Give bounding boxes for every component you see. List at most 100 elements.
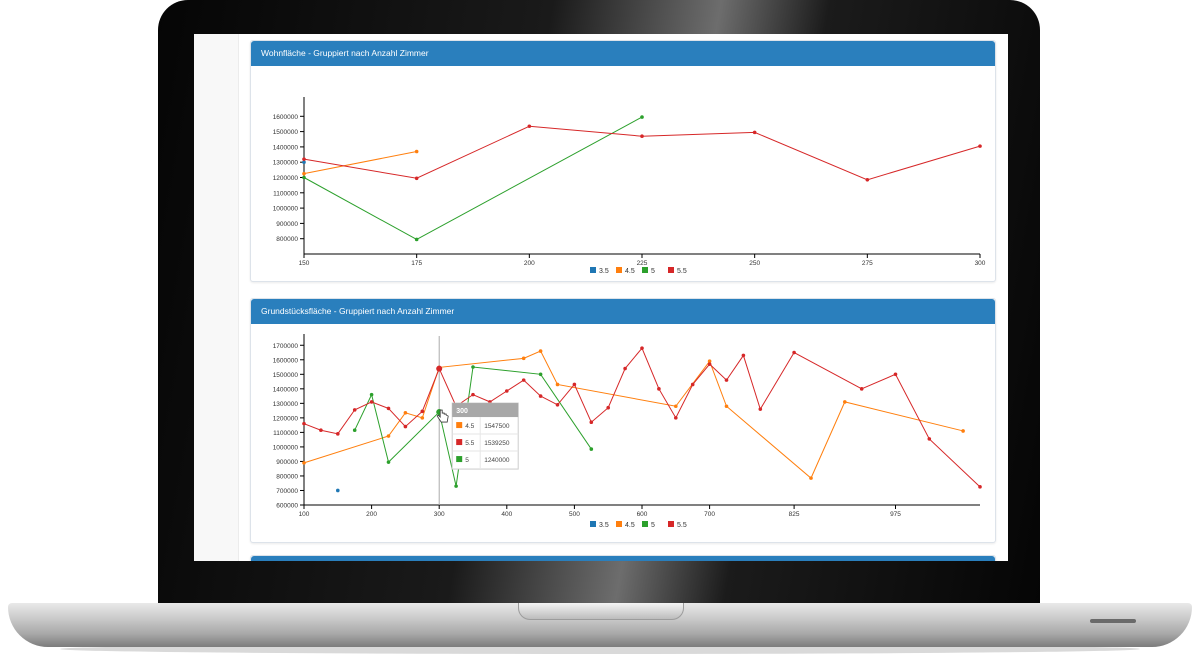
data-point[interactable] xyxy=(555,382,560,387)
data-point[interactable] xyxy=(707,359,712,364)
data-point[interactable] xyxy=(707,362,712,366)
data-point[interactable] xyxy=(690,382,695,387)
legend-label[interactable]: 5.5 xyxy=(677,268,687,275)
data-point[interactable] xyxy=(352,408,357,412)
data-point[interactable] xyxy=(893,372,898,377)
x-tick-label: 975 xyxy=(890,511,901,518)
data-point[interactable] xyxy=(302,175,306,180)
data-point[interactable] xyxy=(454,484,458,488)
data-point[interactable] xyxy=(572,382,577,387)
legend-label[interactable]: 3.5 xyxy=(599,268,609,275)
data-point[interactable] xyxy=(555,403,560,407)
data-point[interactable] xyxy=(302,171,306,176)
legend-swatch[interactable] xyxy=(668,521,674,527)
data-point[interactable] xyxy=(302,160,306,164)
data-point[interactable] xyxy=(403,410,408,415)
data-point[interactable] xyxy=(640,115,644,119)
data-point[interactable] xyxy=(978,485,982,489)
data-point[interactable] xyxy=(657,387,661,391)
data-point[interactable] xyxy=(640,346,644,350)
data-point[interactable] xyxy=(538,372,543,377)
data-point[interactable] xyxy=(302,157,306,161)
x-tick-label: 825 xyxy=(789,511,800,518)
y-tick-label: 1000000 xyxy=(273,206,299,213)
y-tick-label: 1000000 xyxy=(273,444,299,451)
data-point[interactable] xyxy=(674,416,678,420)
data-point[interactable] xyxy=(859,387,864,391)
data-point[interactable] xyxy=(538,349,543,353)
y-tick-label: 900000 xyxy=(276,459,298,466)
y-tick-label: 700000 xyxy=(276,488,298,495)
data-point[interactable] xyxy=(640,134,644,138)
chart-tooltip: 300 4.5 1547500 5.5 1539250 5 1240000 xyxy=(451,402,519,470)
legend-swatch[interactable] xyxy=(642,521,648,527)
data-point[interactable] xyxy=(414,237,419,242)
legend-swatch[interactable] xyxy=(642,267,648,273)
x-tick-label: 100 xyxy=(299,511,310,518)
legend-label[interactable]: 4.5 xyxy=(625,522,635,529)
data-point[interactable] xyxy=(623,366,627,371)
data-point[interactable] xyxy=(471,365,475,369)
legend-swatch[interactable] xyxy=(590,267,596,273)
y-tick-label: 1500000 xyxy=(273,129,299,136)
laptop-notch xyxy=(518,603,684,620)
data-point[interactable] xyxy=(521,378,526,382)
data-point[interactable] xyxy=(589,420,594,425)
data-point[interactable] xyxy=(538,394,543,398)
data-point[interactable] xyxy=(414,149,419,154)
data-point[interactable] xyxy=(961,429,965,433)
data-point[interactable] xyxy=(336,488,340,493)
data-point[interactable] xyxy=(606,405,610,410)
chart-wohnflaeche[interactable]: 800000 900000 1000000 1100000 1200000 1300000… xyxy=(251,66,993,280)
data-point[interactable] xyxy=(843,400,847,404)
y-tick-label: 800000 xyxy=(276,473,298,480)
data-point[interactable] xyxy=(403,424,408,429)
legend-label[interactable]: 5.5 xyxy=(677,522,687,529)
data-point[interactable] xyxy=(319,428,323,433)
hover-point[interactable] xyxy=(436,365,443,372)
x-tick-label: 300 xyxy=(434,511,445,518)
data-point[interactable] xyxy=(369,400,374,404)
data-point[interactable] xyxy=(521,356,526,361)
tooltip-series-name: 5 xyxy=(465,457,469,464)
data-point[interactable] xyxy=(865,177,870,182)
data-point[interactable] xyxy=(927,437,932,441)
data-point[interactable] xyxy=(527,124,532,129)
x-tick-label: 150 xyxy=(299,260,310,267)
y-tick-label: 1200000 xyxy=(273,415,299,422)
data-point[interactable] xyxy=(758,407,763,411)
laptop-screen: Wohnfläche - Gruppiert nach Anzahl Zimme… xyxy=(194,34,1008,561)
y-tick-label: 1100000 xyxy=(273,190,298,197)
legend-swatch[interactable] xyxy=(616,521,622,527)
data-point[interactable] xyxy=(978,144,982,148)
data-point[interactable] xyxy=(674,404,678,409)
data-point[interactable] xyxy=(369,392,374,397)
data-point[interactable] xyxy=(809,476,813,480)
data-point[interactable] xyxy=(302,421,306,426)
legend-label[interactable]: 3.5 xyxy=(599,522,609,529)
data-point[interactable] xyxy=(414,176,419,181)
legend-swatch[interactable] xyxy=(590,521,596,527)
legend-swatch[interactable] xyxy=(616,267,622,273)
data-point[interactable] xyxy=(352,428,357,433)
data-point[interactable] xyxy=(386,434,391,438)
data-point[interactable] xyxy=(741,353,746,358)
data-point[interactable] xyxy=(724,378,729,382)
data-point[interactable] xyxy=(724,404,729,409)
data-point[interactable] xyxy=(420,416,425,420)
data-point[interactable] xyxy=(386,406,391,411)
data-point[interactable] xyxy=(792,350,796,355)
data-point[interactable] xyxy=(752,130,757,135)
legend-swatch[interactable] xyxy=(668,267,674,273)
legend-label[interactable]: 5 xyxy=(651,522,655,529)
legend-label[interactable]: 5 xyxy=(651,268,655,275)
data-point[interactable] xyxy=(505,389,509,393)
data-point[interactable] xyxy=(386,460,391,464)
data-point[interactable] xyxy=(471,392,475,397)
data-point[interactable] xyxy=(336,432,340,436)
legend-label[interactable]: 4.5 xyxy=(625,268,635,275)
data-point[interactable] xyxy=(420,409,425,414)
data-point[interactable] xyxy=(302,461,306,465)
chart-grundstuecksflaeche[interactable]: 600000 700000 800000 900000 1000000 1100000 12… xyxy=(251,324,993,541)
data-point[interactable] xyxy=(589,447,594,451)
